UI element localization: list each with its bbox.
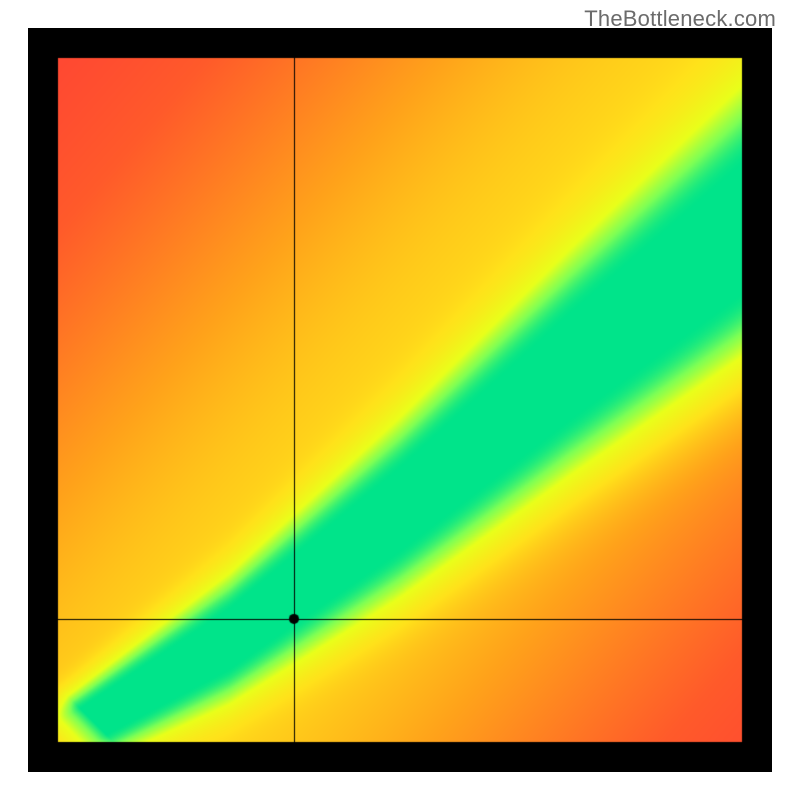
heatmap-canvas — [28, 28, 772, 772]
watermark-text: TheBottleneck.com — [584, 6, 776, 32]
chart-container: TheBottleneck.com — [0, 0, 800, 800]
plot-frame — [28, 28, 772, 772]
